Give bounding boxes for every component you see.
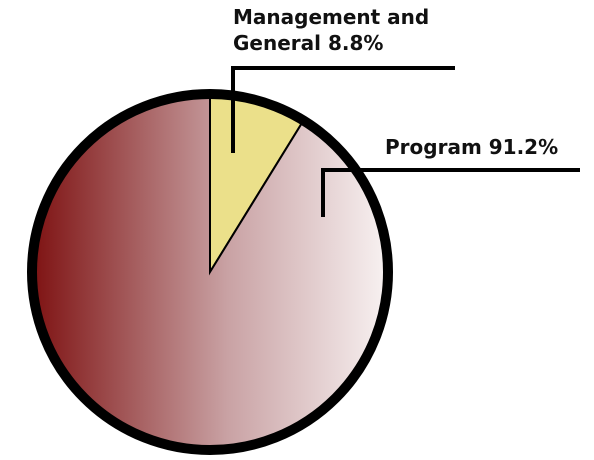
slice-label: Management and General 8.8% xyxy=(233,4,463,56)
category-label: Program xyxy=(385,135,482,159)
category-label: Management and General xyxy=(233,5,430,55)
value-label: 91.2% xyxy=(488,135,559,159)
leader-line xyxy=(231,66,455,153)
pie-outline xyxy=(27,89,393,455)
value-label: 8.8% xyxy=(327,31,384,55)
leader-line xyxy=(321,168,580,217)
slice-label: Program 91.2% xyxy=(385,134,558,160)
